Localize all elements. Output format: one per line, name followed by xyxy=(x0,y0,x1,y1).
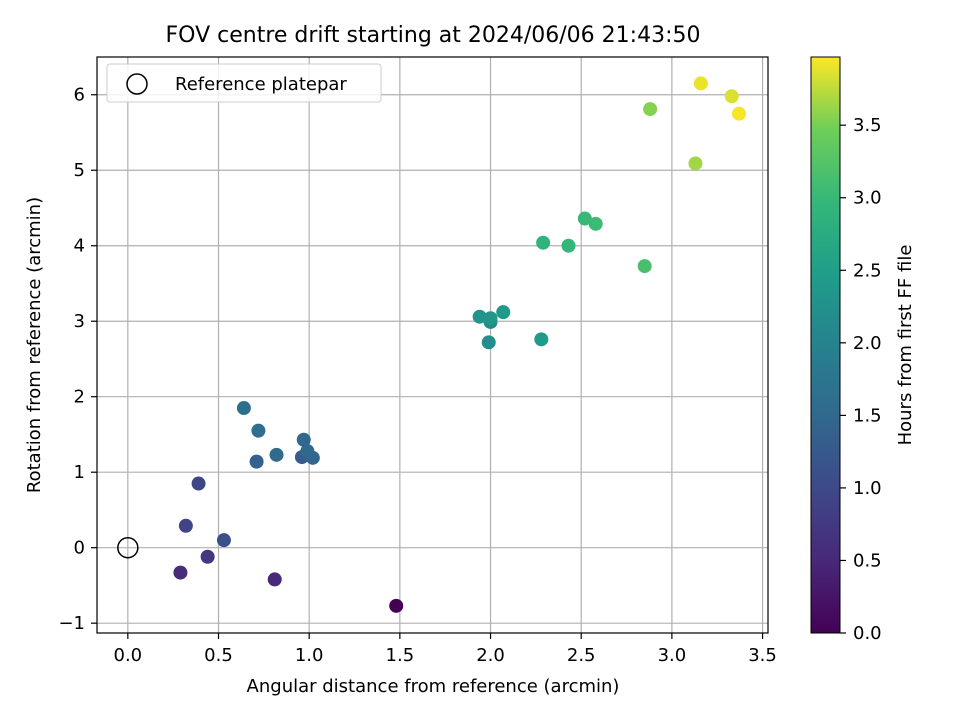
colorbar-tick-label: 3.5 xyxy=(853,115,882,136)
data-point xyxy=(191,476,206,491)
data-point xyxy=(643,102,658,117)
data-point xyxy=(472,309,487,324)
data-point xyxy=(536,235,551,250)
y-axis-label: Rotation from reference (arcmin) xyxy=(24,197,45,493)
data-point xyxy=(688,156,703,171)
legend-entry-reference: Reference platepar xyxy=(175,74,347,95)
data-point xyxy=(693,76,708,91)
data-point xyxy=(200,549,215,564)
reference-platepar-marker xyxy=(117,536,139,559)
colorbar-tick-label: 0.0 xyxy=(853,623,882,644)
data-point xyxy=(637,259,652,274)
colorbar: 0.0 0.5 1.0 1.5 2.0 2.5 3.0 3.5 Hours from firs… xyxy=(810,56,916,644)
data-point xyxy=(249,454,264,469)
y-tick-label: 5 xyxy=(74,160,85,181)
data-point xyxy=(300,444,315,459)
colorbar-gradient xyxy=(810,56,841,634)
colorbar-tick-label: 2.0 xyxy=(853,333,882,354)
colorbar-tick-label: 2.5 xyxy=(853,260,882,281)
grid-lines xyxy=(97,57,768,633)
legend-box xyxy=(106,63,382,103)
legend: Reference platepar xyxy=(106,63,382,103)
y-tick-label: −1 xyxy=(58,613,85,634)
x-tick-label: 1.0 xyxy=(295,645,324,666)
data-point xyxy=(173,565,188,580)
x-tick-label: 3.5 xyxy=(748,645,777,666)
data-point xyxy=(269,447,284,462)
data-point xyxy=(236,401,251,416)
data-point xyxy=(296,432,311,447)
y-tick-label: 4 xyxy=(74,236,85,257)
data-point xyxy=(534,332,549,347)
data-point xyxy=(483,311,498,326)
data-point xyxy=(588,216,603,231)
colorbar-tick-label: 3.0 xyxy=(853,188,882,209)
x-tick-label: 3.0 xyxy=(658,645,687,666)
y-axis-ticks: −1 0 1 2 3 4 5 6 xyxy=(58,85,97,634)
plot-frame xyxy=(96,56,769,634)
data-point xyxy=(178,518,193,533)
data-point xyxy=(481,335,496,350)
y-tick-label: 1 xyxy=(74,462,85,483)
y-tick-label: 3 xyxy=(74,311,85,332)
colorbar-tick-label: 1.5 xyxy=(853,405,882,426)
x-tick-label: 2.5 xyxy=(567,645,596,666)
data-point xyxy=(251,423,266,438)
data-point xyxy=(389,598,404,613)
data-points xyxy=(117,76,746,613)
x-axis-label: Angular distance from reference (arcmin) xyxy=(247,676,620,697)
colorbar-tick-label: 1.0 xyxy=(853,478,882,499)
y-tick-label: 2 xyxy=(74,387,85,408)
legend-marker-reference xyxy=(126,73,148,95)
data-point xyxy=(731,106,746,121)
x-tick-label: 0.0 xyxy=(114,645,143,666)
x-axis-ticks: 0.0 0.5 1.0 1.5 2.0 2.5 3.0 3.5 xyxy=(114,633,777,666)
data-point xyxy=(496,305,511,320)
colorbar-ticks: 0.0 0.5 1.0 1.5 2.0 2.5 3.0 3.5 xyxy=(840,115,882,644)
y-tick-label: 6 xyxy=(74,85,85,106)
x-tick-label: 1.5 xyxy=(386,645,415,666)
data-point xyxy=(561,238,576,253)
data-point xyxy=(724,89,739,104)
y-tick-label: 0 xyxy=(74,538,85,559)
x-tick-label: 2.0 xyxy=(476,645,505,666)
data-point xyxy=(577,211,592,226)
data-point xyxy=(267,572,282,587)
colorbar-label: Hours from first FF file xyxy=(895,245,916,446)
x-tick-label: 0.5 xyxy=(204,645,233,666)
chart-title: FOV centre drift starting at 2024/06/06 … xyxy=(166,23,701,48)
data-point xyxy=(216,533,231,548)
colorbar-tick-label: 0.5 xyxy=(853,550,882,571)
